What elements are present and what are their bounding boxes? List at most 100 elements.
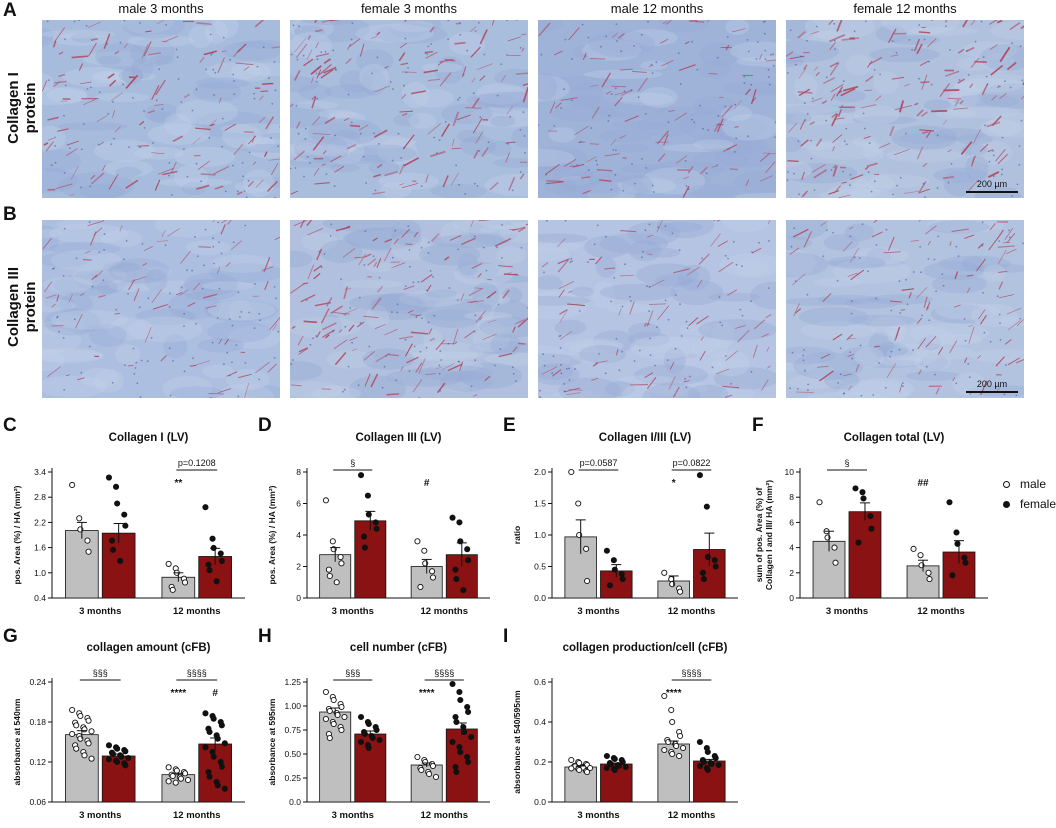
data-point (117, 557, 124, 564)
column-title-male-3m: male 3 months (118, 1, 204, 16)
data-point (114, 758, 121, 766)
bar-male-3m (319, 711, 352, 803)
data-point (77, 712, 84, 720)
data-point (330, 720, 337, 728)
data-point (218, 722, 225, 729)
bar-male-3m (65, 734, 99, 803)
micrograph-collagen-i-female-3m-image (290, 20, 528, 198)
significance-marker: **** (419, 688, 435, 699)
chart-collagen-ratio: Collagen I/III (LV) 0.0 0.5 1.0 1.5 2.0 ratio 3… (500, 424, 748, 624)
data-point (361, 730, 368, 738)
open-circle-icon (1003, 481, 1010, 489)
significance-marker: ## (917, 478, 929, 489)
significance-label: § (844, 458, 849, 468)
micrograph-collagen-iii-female-3m (290, 220, 528, 398)
data-point (73, 745, 80, 752)
data-point (925, 569, 932, 576)
y-tick-label: 10 (785, 467, 795, 477)
data-point (210, 715, 217, 722)
bar-male-3m (65, 530, 99, 599)
data-point (456, 688, 463, 696)
data-point (357, 472, 365, 479)
data-point (418, 766, 425, 774)
x-category-label: 12 months (668, 606, 716, 617)
data-point (205, 561, 212, 568)
data-point (221, 785, 228, 792)
y-tick-label: 1.25 (284, 677, 301, 687)
data-point (700, 576, 707, 583)
y-axis-label: pos. Area (%) / HA (mm²) (12, 485, 22, 584)
data-point (118, 753, 125, 760)
y-tick-label: 0.2 (534, 757, 546, 767)
data-point (584, 768, 591, 776)
data-point (461, 728, 468, 736)
data-point (611, 766, 618, 774)
filled-circle-icon (1003, 501, 1010, 509)
data-point (365, 720, 372, 728)
data-point (202, 744, 209, 751)
data-point (464, 703, 471, 711)
data-point (165, 560, 172, 567)
x-category-label: 12 months (917, 606, 965, 617)
x-category-label: 3 months (332, 810, 374, 821)
panel-letter-e: E (503, 415, 516, 436)
chart-title: Collagen I (LV) (109, 432, 189, 444)
data-point (338, 726, 345, 734)
data-point (910, 545, 917, 552)
data-point (456, 519, 463, 526)
data-point (85, 717, 92, 724)
data-point (113, 483, 120, 490)
data-point (449, 680, 456, 688)
data-point (452, 763, 459, 771)
data-point (206, 567, 213, 574)
chart-title: collagen production/cell (cFB) (563, 642, 728, 654)
row-label-collagen-i-line1: Collagen I (5, 72, 22, 144)
data-point (429, 568, 436, 575)
y-tick-label: 2.8 (34, 492, 46, 502)
y-tick-label: 1.0 (34, 568, 46, 578)
data-point (460, 587, 467, 594)
data-point (330, 696, 337, 704)
chart-e-svg: Collagen I/III (LV) 0.0 0.5 1.0 1.5 2.0 ratio 3… (512, 432, 738, 617)
y-tick-label: 0.4 (534, 717, 546, 727)
chart-title: Collagen III (LV) (355, 432, 441, 444)
y-tick-label: 0.0 (289, 797, 301, 807)
chart-collagen-total: Collagen total (LV) 0 2 4 6 8 10 sum of pos. Ar… (748, 424, 998, 624)
legend-label-male: male (1020, 477, 1047, 491)
data-point (105, 742, 113, 749)
data-point (322, 715, 329, 723)
data-point (859, 489, 866, 496)
data-point (85, 740, 92, 747)
y-tick-label: 0.24 (29, 677, 46, 687)
x-category-label: 12 months (173, 810, 221, 821)
data-point (221, 740, 228, 747)
data-point (322, 688, 329, 696)
data-point (700, 758, 707, 766)
data-point (206, 773, 213, 780)
chart-collagen-i: Collagen I (LV) 0.4 1.0 1.6 2.2 2.8 3.4 pos. Ar… (0, 424, 255, 624)
data-point (712, 563, 719, 570)
data-point (669, 750, 676, 758)
y-tick-label: 1.00 (284, 701, 301, 711)
data-point (81, 752, 88, 759)
y-axis-label: pos. Area (%) / HA (mm²) (267, 485, 277, 584)
data-point (453, 718, 460, 726)
micrograph-collagen-iii-male-12m (538, 220, 776, 398)
y-tick-label: 6 (296, 499, 301, 509)
y-axis-label-line1: sum of pos. Area (%) of (754, 488, 764, 583)
data-point (677, 588, 684, 595)
data-point (465, 557, 472, 564)
micrograph-collagen-i-male-12m-image (538, 20, 776, 198)
data-point (326, 572, 333, 579)
data-point (217, 550, 224, 557)
data-point (696, 472, 703, 479)
bar-female-3m (354, 520, 387, 599)
significance-label: p=0.0822 (673, 458, 711, 468)
data-point (917, 552, 924, 559)
data-point (619, 576, 626, 583)
data-point (114, 500, 121, 507)
row-label-collagen-iii-line1: Collagen III (5, 267, 22, 348)
data-point (575, 500, 582, 507)
data-point (122, 762, 129, 769)
